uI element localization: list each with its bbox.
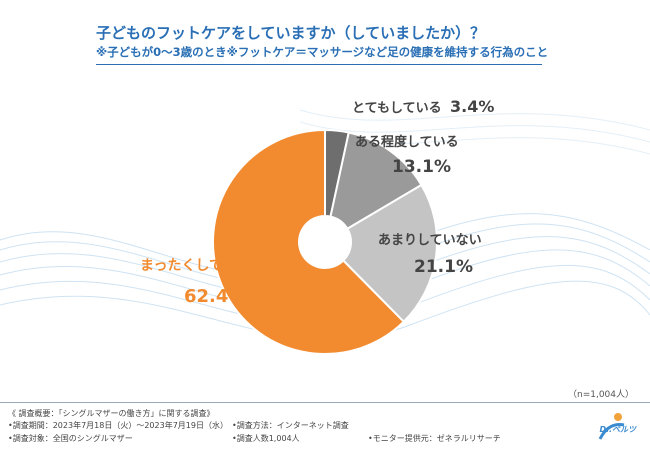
survey-method: •調査方法：インターネット調査: [232, 421, 349, 430]
slice-label-2: ある程度している: [355, 134, 459, 150]
survey-provider: •モニター提供元：ゼネラルリサーチ: [368, 434, 501, 443]
survey-period: •調査期間：2023年7月18日（火）～2023年7月19日（水）: [8, 421, 228, 430]
sample-size-label: （n=1,004人）: [567, 390, 634, 400]
survey-footer: 《 調査概要：「シングルマザーの働き方」に関する調査》 •調査期間：2023年7…: [0, 402, 650, 451]
title-divider: [96, 64, 542, 65]
donut-hole: [299, 216, 351, 268]
slice-value-1: 3.4%: [450, 97, 494, 116]
brand-logo-text: Dr.ベルツ: [599, 425, 636, 434]
survey-summary: 《 調査概要：「シングルマザーの働き方」に関する調査》: [8, 409, 215, 418]
survey-target: •調査対象：全国のシングルマザー: [8, 434, 133, 443]
chart-title: 子どものフットケアをしていますか（していましたか）？: [96, 24, 486, 42]
slice-label-1: とてもしている: [352, 101, 442, 116]
slice-value-3: 21.1%: [414, 257, 473, 277]
slice-label-4: まったくしていない: [140, 258, 265, 274]
brand-logo-icon: [598, 413, 625, 440]
survey-count: •調査人数1,004人: [232, 434, 300, 443]
slice-value-4: 62.4%: [184, 286, 246, 307]
chart-subtitle: ※子どもが0～3歳のとき※フットケア＝マッサージなど足の健康を維持する行為のこと: [96, 45, 549, 59]
slice-label-3: あまりしていない: [378, 233, 482, 248]
slice-value-2: 13.1%: [392, 157, 451, 177]
